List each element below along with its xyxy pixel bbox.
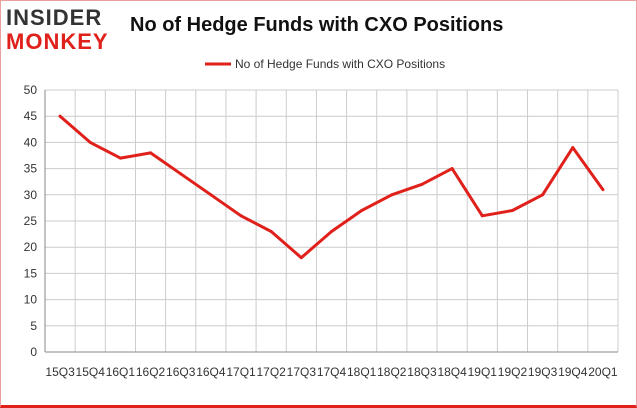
y-tick-label: 40: [24, 135, 38, 149]
x-tick-label: 19Q1: [468, 365, 498, 379]
y-tick-label: 30: [24, 188, 38, 202]
y-tick-label: 25: [24, 214, 38, 228]
x-tick-label: 18Q4: [437, 365, 467, 379]
x-axis-ticks: 15Q3 15Q4 16Q1 16Q2 16Q3 16Q4 17Q1 17Q2 17Q3 17Q4…: [45, 365, 618, 379]
series-line: [58, 114, 605, 260]
data-point: [88, 140, 92, 144]
x-tick-label: 15Q4: [76, 365, 106, 379]
x-tick-label: 19Q3: [528, 365, 558, 379]
data-point: [420, 182, 424, 186]
data-point: [269, 229, 273, 233]
x-tick-label: 19Q4: [558, 365, 588, 379]
data-point: [510, 209, 514, 213]
data-point: [58, 114, 62, 118]
chart-title: No of Hedge Funds with CXO Positions: [130, 14, 504, 36]
x-tick-label: 18Q3: [407, 365, 437, 379]
legend-label: No of Hedge Funds with CXO Positions: [235, 57, 445, 71]
gridlines: [44, 89, 619, 353]
series-group: [58, 114, 605, 260]
data-point: [601, 188, 605, 192]
y-tick-label: 50: [24, 83, 38, 97]
data-point: [179, 172, 183, 176]
x-tick-label: 17Q2: [257, 365, 287, 379]
legend: No of Hedge Funds with CXO Positions: [205, 57, 445, 71]
y-tick-label: 5: [30, 319, 37, 333]
x-tick-label: 20Q1: [588, 365, 618, 379]
x-tick-label: 18Q1: [347, 365, 377, 379]
data-point: [390, 193, 394, 197]
y-axis-ticks: 0 5 10 15 20 25 30 35 40 45 50: [24, 83, 38, 359]
x-tick-label: 19Q2: [498, 365, 528, 379]
x-tick-label: 18Q2: [377, 365, 407, 379]
y-tick-label: 20: [24, 240, 38, 254]
data-point: [209, 193, 213, 197]
logo-text-insider: INSIDER: [6, 5, 103, 30]
data-point: [149, 151, 153, 155]
x-tick-label: 17Q1: [226, 365, 256, 379]
insider-monkey-logo: INSIDER MONKEY: [6, 6, 118, 54]
data-point: [330, 229, 333, 233]
x-tick-label: 16Q3: [166, 365, 196, 379]
x-tick-label: 16Q2: [136, 365, 166, 379]
x-tick-label: 15Q3: [45, 365, 75, 379]
data-point: [118, 156, 122, 160]
x-tick-label: 16Q1: [106, 365, 136, 379]
x-tick-label: 16Q4: [196, 365, 226, 379]
data-point: [239, 214, 243, 218]
y-tick-label: 10: [24, 293, 38, 307]
data-point: [299, 256, 303, 260]
y-tick-label: 0: [30, 345, 37, 359]
data-point: [480, 214, 484, 218]
x-tick-label: 17Q3: [287, 365, 317, 379]
y-tick-label: 45: [24, 109, 38, 123]
logo-text-monkey: MONKEY: [6, 29, 109, 54]
x-tick-label: 17Q4: [317, 365, 347, 379]
axes: [44, 90, 618, 353]
y-tick-label: 35: [24, 162, 38, 176]
data-point: [450, 167, 454, 171]
data-point: [541, 193, 545, 197]
data-point: [360, 209, 364, 213]
data-point: [571, 146, 575, 150]
y-tick-label: 15: [24, 266, 38, 280]
